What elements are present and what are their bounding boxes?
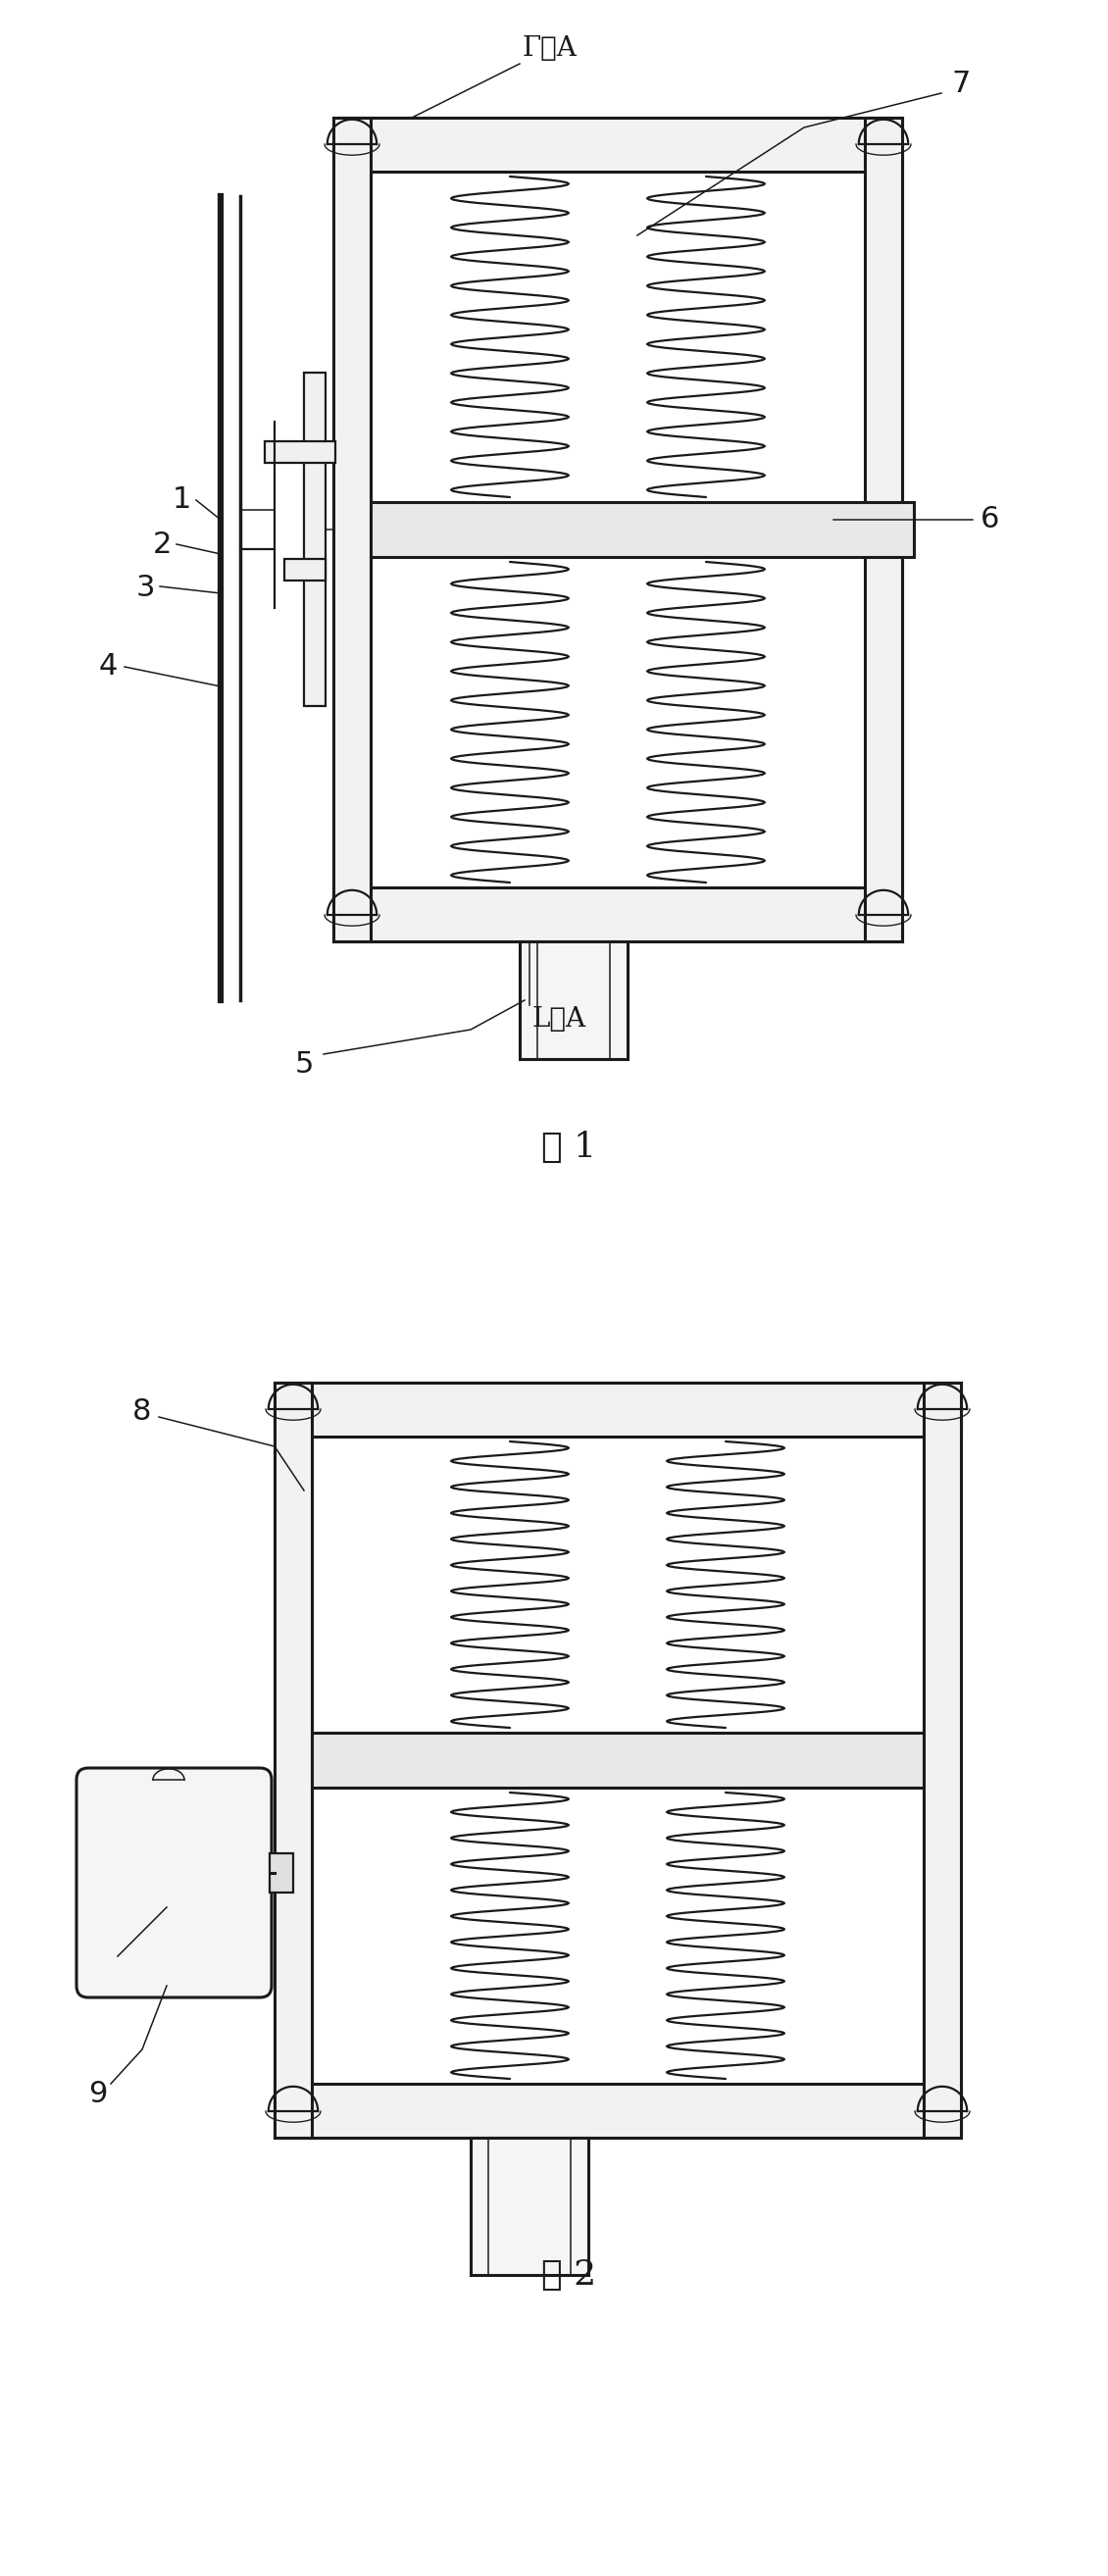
Text: 图 2: 图 2	[541, 2259, 596, 2293]
Polygon shape	[269, 1852, 294, 1893]
Polygon shape	[311, 1734, 924, 1788]
Text: 3: 3	[135, 574, 155, 603]
Polygon shape	[304, 374, 326, 706]
FancyBboxPatch shape	[76, 1767, 271, 1996]
Polygon shape	[520, 940, 627, 1059]
Polygon shape	[285, 559, 326, 580]
Polygon shape	[865, 118, 902, 940]
Text: 6: 6	[981, 505, 999, 533]
Text: 2: 2	[152, 531, 172, 559]
Text: 1: 1	[172, 487, 191, 515]
Polygon shape	[275, 2084, 961, 2138]
Polygon shape	[265, 440, 336, 464]
Text: Γ－A: Γ－A	[522, 36, 576, 62]
Text: 7: 7	[952, 70, 971, 98]
Text: 8: 8	[133, 1399, 152, 1427]
Text: 图 1: 图 1	[541, 1131, 596, 1164]
Text: 9: 9	[89, 2079, 107, 2107]
Polygon shape	[275, 1383, 961, 1437]
Text: 5: 5	[295, 1048, 314, 1079]
Text: 4: 4	[99, 652, 117, 680]
Polygon shape	[334, 118, 902, 173]
Polygon shape	[471, 2138, 588, 2275]
Polygon shape	[371, 502, 914, 556]
Polygon shape	[334, 118, 371, 940]
Polygon shape	[275, 1383, 311, 2138]
Polygon shape	[924, 1383, 961, 2138]
Polygon shape	[334, 886, 902, 940]
Text: L－A: L－A	[532, 1007, 586, 1033]
